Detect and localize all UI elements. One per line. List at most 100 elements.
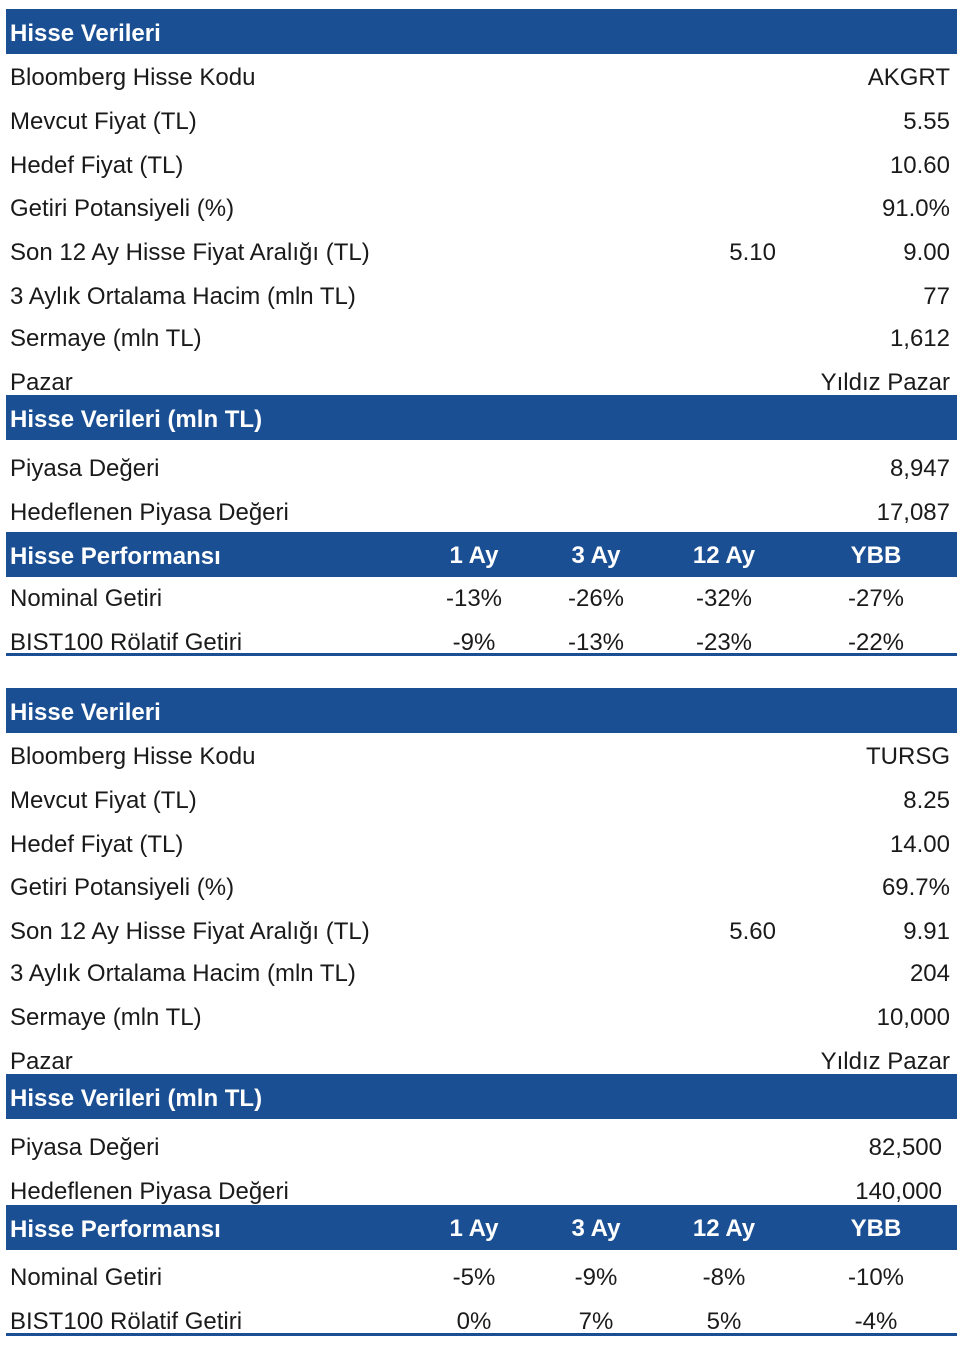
table-bottom-rule [6, 1333, 957, 1336]
row-label: Sermaye (mln TL) [10, 1004, 202, 1031]
row-return-potential: Getiri Potansiyeli (%) 91.0% [6, 185, 957, 229]
row-target-market-value: Hedeflenen Piyasa Değeri 17,087 [6, 489, 957, 533]
table-bottom-rule [6, 653, 957, 656]
col-12-ay: 12 Ay [692, 542, 756, 569]
row-market: Pazar Yıldız Pazar [6, 1038, 957, 1082]
row-label: 3 Aylık Ortalama Hacim (mln TL) [10, 960, 356, 987]
row-label: 3 Aylık Ortalama Hacim (mln TL) [10, 283, 356, 310]
col-3-ay: 3 Ay [571, 542, 621, 569]
cell-12-ay: 5% [706, 1308, 742, 1335]
cell-ybb: -27% [847, 585, 905, 612]
header-title: Hisse Verileri [10, 699, 161, 726]
row-label: Hedeflenen Piyasa Değeri [10, 1178, 289, 1205]
cell-ybb: -10% [847, 1264, 905, 1291]
stock-data-header: Hisse Verileri [6, 688, 957, 733]
col-12-ay: 12 Ay [692, 1215, 756, 1242]
col-1-ay: 1 Ay [449, 542, 499, 569]
row-capital: Sermaye (mln TL) 10,000 [6, 994, 957, 1038]
row-low-value: 5.60 [729, 918, 776, 945]
row-label: Getiri Potansiyeli (%) [10, 874, 235, 901]
market-data-header: Hisse Verileri (mln TL) [6, 1074, 957, 1119]
row-price-range: Son 12 Ay Hisse Fiyat Aralığı (TL) 5.10 … [6, 229, 957, 273]
row-bloomberg-code: Bloomberg Hisse Kodu AKGRT [6, 54, 957, 98]
row-value: 14.00 [889, 831, 950, 858]
row-value: Yıldız Pazar [820, 1048, 950, 1075]
row-current-price: Mevcut Fiyat (TL) 5.55 [6, 98, 957, 142]
cell-1-ay: -13% [445, 585, 503, 612]
row-label: Hedef Fiyat (TL) [10, 831, 184, 858]
row-label: Nominal Getiri [10, 1264, 163, 1291]
stock-data-header: Hisse Verileri [6, 9, 957, 54]
row-capital: Sermaye (mln TL) 1,612 [6, 315, 957, 359]
cell-1-ay: 0% [456, 1308, 492, 1335]
row-label: Bloomberg Hisse Kodu [10, 64, 256, 91]
row-label: Mevcut Fiyat (TL) [10, 108, 197, 135]
row-label: Pazar [10, 1048, 73, 1075]
row-nominal-return: Nominal Getiri -5% -9% -8% -10% [6, 1254, 957, 1298]
row-value: 140,000 [855, 1178, 942, 1205]
row-bloomberg-code: Bloomberg Hisse Kodu TURSG [6, 733, 957, 777]
row-value: 1,612 [889, 325, 950, 352]
header-title: Hisse Verileri (mln TL) [10, 1085, 263, 1112]
row-value: 82,500 [868, 1134, 942, 1161]
row-low-value: 5.10 [729, 239, 776, 266]
row-label: Sermaye (mln TL) [10, 325, 202, 352]
row-value: 17,087 [876, 499, 950, 526]
cell-3-ay: 7% [578, 1308, 614, 1335]
row-market-value: Piyasa Değeri 8,947 [6, 445, 957, 489]
row-value: TURSG [866, 743, 950, 770]
row-market: Pazar Yıldız Pazar [6, 359, 957, 403]
col-3-ay: 3 Ay [571, 1215, 621, 1242]
row-value: Yıldız Pazar [820, 369, 950, 396]
row-label: BIST100 Rölatif Getiri [10, 1308, 243, 1335]
row-return-potential: Getiri Potansiyeli (%) 69.7% [6, 864, 957, 908]
row-value: 69.7% [881, 874, 950, 901]
row-nominal-return: Nominal Getiri -13% -26% -32% -27% [6, 575, 957, 619]
row-label: Son 12 Ay Hisse Fiyat Aralığı (TL) [10, 918, 370, 945]
row-label: Pazar [10, 369, 73, 396]
row-label: Getiri Potansiyeli (%) [10, 195, 235, 222]
cell-1-ay: -5% [452, 1264, 496, 1291]
row-relative-return: BIST100 Rölatif Getiri 0% 7% 5% -4% [6, 1298, 957, 1342]
row-label: Son 12 Ay Hisse Fiyat Aralığı (TL) [10, 239, 370, 266]
cell-ybb: -22% [847, 629, 905, 656]
cell-12-ay: -8% [702, 1264, 746, 1291]
row-label: Nominal Getiri [10, 585, 163, 612]
row-value: 10,000 [876, 1004, 950, 1031]
row-value: 204 [909, 960, 950, 987]
row-market-value: Piyasa Değeri 82,500 [6, 1124, 957, 1168]
row-current-price: Mevcut Fiyat (TL) 8.25 [6, 777, 957, 821]
row-value: 91.0% [881, 195, 950, 222]
row-value: 77 [923, 283, 950, 310]
row-label: BIST100 Rölatif Getiri [10, 629, 243, 656]
row-value: AKGRT [867, 64, 950, 91]
cell-12-ay: -23% [695, 629, 753, 656]
header-title: Hisse Performansı [10, 1216, 221, 1243]
col-ybb: YBB [850, 542, 902, 569]
cell-3-ay: -26% [567, 585, 625, 612]
col-1-ay: 1 Ay [449, 1215, 499, 1242]
cell-ybb: -4% [854, 1308, 898, 1335]
row-target-market-value: Hedeflenen Piyasa Değeri 140,000 [6, 1168, 957, 1212]
row-label: Mevcut Fiyat (TL) [10, 787, 197, 814]
market-data-header: Hisse Verileri (mln TL) [6, 395, 957, 440]
header-title: Hisse Verileri (mln TL) [10, 406, 263, 433]
row-label: Bloomberg Hisse Kodu [10, 743, 256, 770]
performance-header: Hisse Performansı 1 Ay 3 Ay 12 Ay YBB [6, 1205, 957, 1250]
row-value: 8,947 [889, 455, 950, 482]
row-target-price: Hedef Fiyat (TL) 14.00 [6, 821, 957, 865]
header-title: Hisse Verileri [10, 20, 161, 47]
row-relative-return: BIST100 Rölatif Getiri -9% -13% -23% -22… [6, 619, 957, 663]
row-label: Piyasa Değeri [10, 455, 160, 482]
row-avg-volume: 3 Aylık Ortalama Hacim (mln TL) 77 [6, 273, 957, 317]
cell-1-ay: -9% [452, 629, 496, 656]
cell-12-ay: -32% [695, 585, 753, 612]
row-value: 8.25 [903, 787, 950, 814]
row-value: 9.91 [903, 918, 950, 945]
cell-3-ay: -13% [567, 629, 625, 656]
row-value: 5.55 [903, 108, 950, 135]
row-value: 10.60 [889, 152, 950, 179]
cell-3-ay: -9% [574, 1264, 618, 1291]
row-label: Hedeflenen Piyasa Değeri [10, 499, 289, 526]
row-value: 9.00 [903, 239, 950, 266]
